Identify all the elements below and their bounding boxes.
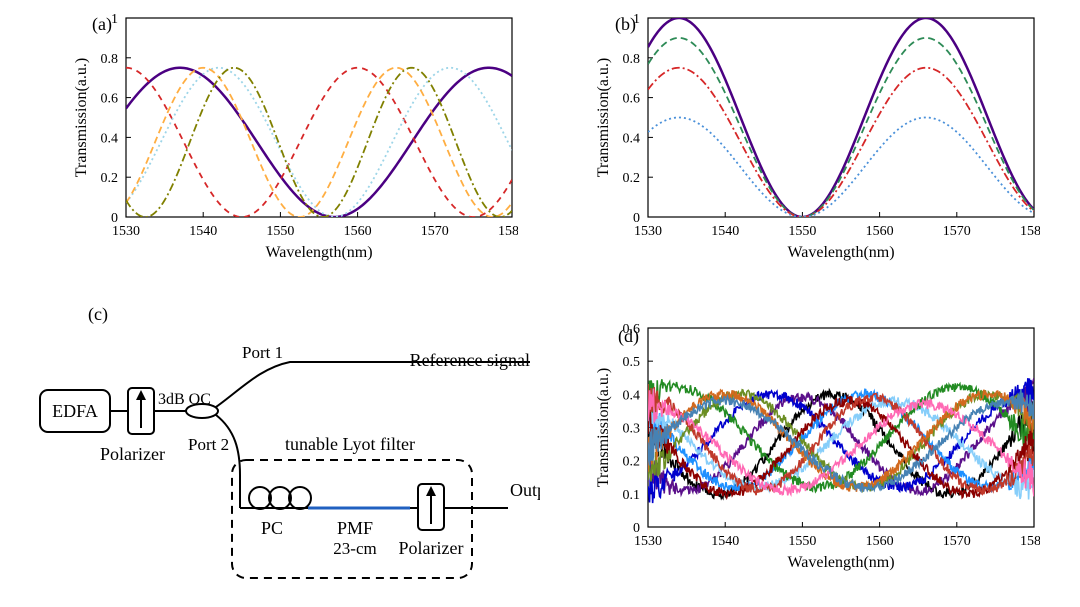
panel-d-label: (d) xyxy=(618,326,639,347)
svg-text:1560: 1560 xyxy=(866,224,894,239)
svg-text:0: 0 xyxy=(633,211,640,226)
svg-text:1570: 1570 xyxy=(943,224,971,239)
panel-b-chart: 15301540155015601570158000.20.40.60.81Wa… xyxy=(590,10,1040,265)
svg-text:0.5: 0.5 xyxy=(623,355,641,370)
svg-text:Port 1: Port 1 xyxy=(242,343,283,362)
svg-text:0.8: 0.8 xyxy=(101,52,119,67)
svg-text:1560: 1560 xyxy=(866,534,894,549)
svg-text:Polarizer: Polarizer xyxy=(100,444,165,464)
svg-text:23-cm: 23-cm xyxy=(333,539,376,558)
panel-c-schematic: EDFAPolarizer3dB OCPort 1Reference signa… xyxy=(30,300,540,590)
svg-text:Transmission(a.u.): Transmission(a.u.) xyxy=(595,368,612,487)
svg-text:0.1: 0.1 xyxy=(623,488,641,503)
svg-text:1550: 1550 xyxy=(266,224,294,239)
svg-text:1530: 1530 xyxy=(634,224,662,239)
svg-text:0.2: 0.2 xyxy=(101,171,119,186)
panel-d-chart: 1530 1540 1550 1560 1570 1580 0 0.1 0.2 0.3 0.4 0.5… xyxy=(590,320,1040,575)
svg-text:1540: 1540 xyxy=(711,534,739,549)
figure-root: 1530 1540 1550 1560 1570 1580 0 0.2 0.4 0.6 0.8 1 Wa… xyxy=(0,0,1080,607)
svg-text:0.4: 0.4 xyxy=(623,388,641,403)
svg-text:1580: 1580 xyxy=(1020,224,1040,239)
svg-text:0.2: 0.2 xyxy=(623,455,641,470)
svg-text:1540: 1540 xyxy=(189,224,217,239)
svg-text:Reference signal: Reference signal xyxy=(410,350,530,370)
svg-text:1580: 1580 xyxy=(498,224,518,239)
svg-text:0.4: 0.4 xyxy=(101,131,119,146)
svg-text:1570: 1570 xyxy=(943,534,971,549)
svg-text:0: 0 xyxy=(111,211,118,226)
svg-text:0: 0 xyxy=(633,521,640,536)
svg-text:1: 1 xyxy=(111,12,118,27)
svg-text:PMF: PMF xyxy=(337,518,373,538)
svg-text:0.3: 0.3 xyxy=(623,422,641,437)
svg-text:PC: PC xyxy=(261,518,283,538)
svg-text:0.2: 0.2 xyxy=(623,171,641,186)
svg-text:Port 2: Port 2 xyxy=(188,435,229,454)
svg-text:1560: 1560 xyxy=(344,224,372,239)
svg-text:Wavelength(nm): Wavelength(nm) xyxy=(787,554,894,571)
panel-a-chart: 1530 1540 1550 1560 1570 1580 0 0.2 0.4 0.6 0.8 1 Wa… xyxy=(68,10,518,265)
svg-text:0.6: 0.6 xyxy=(623,92,641,107)
svg-text:1540: 1540 xyxy=(711,224,739,239)
panel-b-label: (b) xyxy=(615,14,636,35)
svg-text:1570: 1570 xyxy=(421,224,449,239)
panel-c-label: (c) xyxy=(88,304,108,325)
svg-text:Transmission(a.u.): Transmission(a.u.) xyxy=(73,58,90,177)
svg-text:1530: 1530 xyxy=(112,224,140,239)
svg-text:0.4: 0.4 xyxy=(623,131,641,146)
svg-text:Wavelength(nm): Wavelength(nm) xyxy=(787,244,894,261)
svg-text:1550: 1550 xyxy=(788,534,816,549)
svg-text:0.8: 0.8 xyxy=(623,52,641,67)
svg-text:tunable Lyot filter: tunable Lyot filter xyxy=(285,434,415,454)
svg-text:Output signal: Output signal xyxy=(510,480,540,500)
svg-text:1580: 1580 xyxy=(1020,534,1040,549)
svg-text:Wavelength(nm): Wavelength(nm) xyxy=(265,244,372,261)
svg-text:Polarizer: Polarizer xyxy=(399,538,464,558)
svg-text:EDFA: EDFA xyxy=(52,401,98,421)
svg-text:0.6: 0.6 xyxy=(101,92,119,107)
svg-text:1530: 1530 xyxy=(634,534,662,549)
svg-text:Transmission(a.u.): Transmission(a.u.) xyxy=(595,58,612,177)
panel-a-label: (a) xyxy=(92,14,112,35)
svg-text:1550: 1550 xyxy=(788,224,816,239)
